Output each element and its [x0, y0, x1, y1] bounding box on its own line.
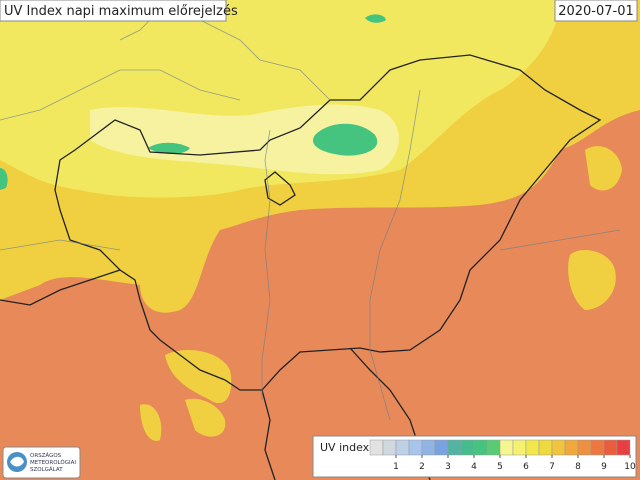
- legend-tick-label: 7: [549, 462, 555, 472]
- legend-swatch: [551, 439, 566, 456]
- legend-swatch: [499, 439, 514, 456]
- uv-zone-7: [165, 350, 232, 404]
- county-border: [264, 171, 296, 206]
- logo-icon: [10, 456, 24, 467]
- country-border: [261, 389, 276, 480]
- legend-tick-label: 9: [601, 462, 607, 472]
- forecast-date: 2020-07-01: [558, 4, 634, 19]
- legend-tick-label: 3: [445, 462, 451, 472]
- uv-zone-7: [185, 398, 226, 437]
- legend-swatch: [382, 439, 397, 456]
- legend-swatch: [447, 439, 462, 456]
- legend-swatch: [408, 439, 423, 456]
- country-border: [0, 269, 121, 306]
- legend-swatch: [577, 439, 592, 456]
- legend-tick-label: 5: [497, 462, 503, 472]
- logo-line: SZOLGÁLAT: [30, 466, 63, 473]
- legend-swatch: [525, 439, 540, 456]
- legend-tick-label: 10: [624, 462, 636, 472]
- date-box: [554, 0, 638, 22]
- legend-tick-label: 6: [523, 462, 529, 472]
- legend-swatch: [590, 439, 605, 456]
- legend-swatch: [395, 439, 410, 456]
- legend-swatch: [421, 439, 436, 456]
- legend-tick-label: 2: [419, 462, 425, 472]
- uv-zone-5: [90, 104, 399, 175]
- uv-zone-4: [312, 123, 378, 156]
- legend-swatch: [486, 439, 501, 456]
- river: [0, 89, 621, 421]
- title-box: [0, 0, 227, 22]
- uv-zone-7: [568, 250, 616, 310]
- uv-zone-4: [148, 142, 190, 154]
- uv-zone-7: [585, 146, 622, 191]
- country-border: [54, 54, 602, 391]
- legend-swatch: [564, 439, 579, 456]
- legend-swatch: [512, 439, 527, 456]
- uv-zone-7: [140, 404, 162, 441]
- legend-swatch: [434, 439, 449, 456]
- legend-swatch: [616, 439, 631, 456]
- legend-label: UV index: [320, 441, 370, 454]
- map-title: UV Index napi maximum előrejelzés: [4, 4, 238, 19]
- uv-zone-4: [0, 168, 8, 190]
- legend-scale: 1 2 3 4 5 6 7 8 9 10: [369, 439, 636, 472]
- legend-swatch: [460, 439, 475, 456]
- legend-swatch: [369, 439, 384, 456]
- legend-tick-label: 4: [471, 462, 477, 472]
- logo-line: METEOROLÓGIAI: [30, 459, 76, 466]
- legend-swatch: [473, 439, 488, 456]
- logo-line: ORSZÁGOS: [30, 452, 62, 459]
- legend-tick-label: 1: [393, 462, 399, 472]
- uv-zone-4: [365, 14, 386, 23]
- legend-swatch: [538, 439, 553, 456]
- legend-tick-label: 8: [575, 462, 581, 472]
- legend-swatch: [603, 439, 618, 456]
